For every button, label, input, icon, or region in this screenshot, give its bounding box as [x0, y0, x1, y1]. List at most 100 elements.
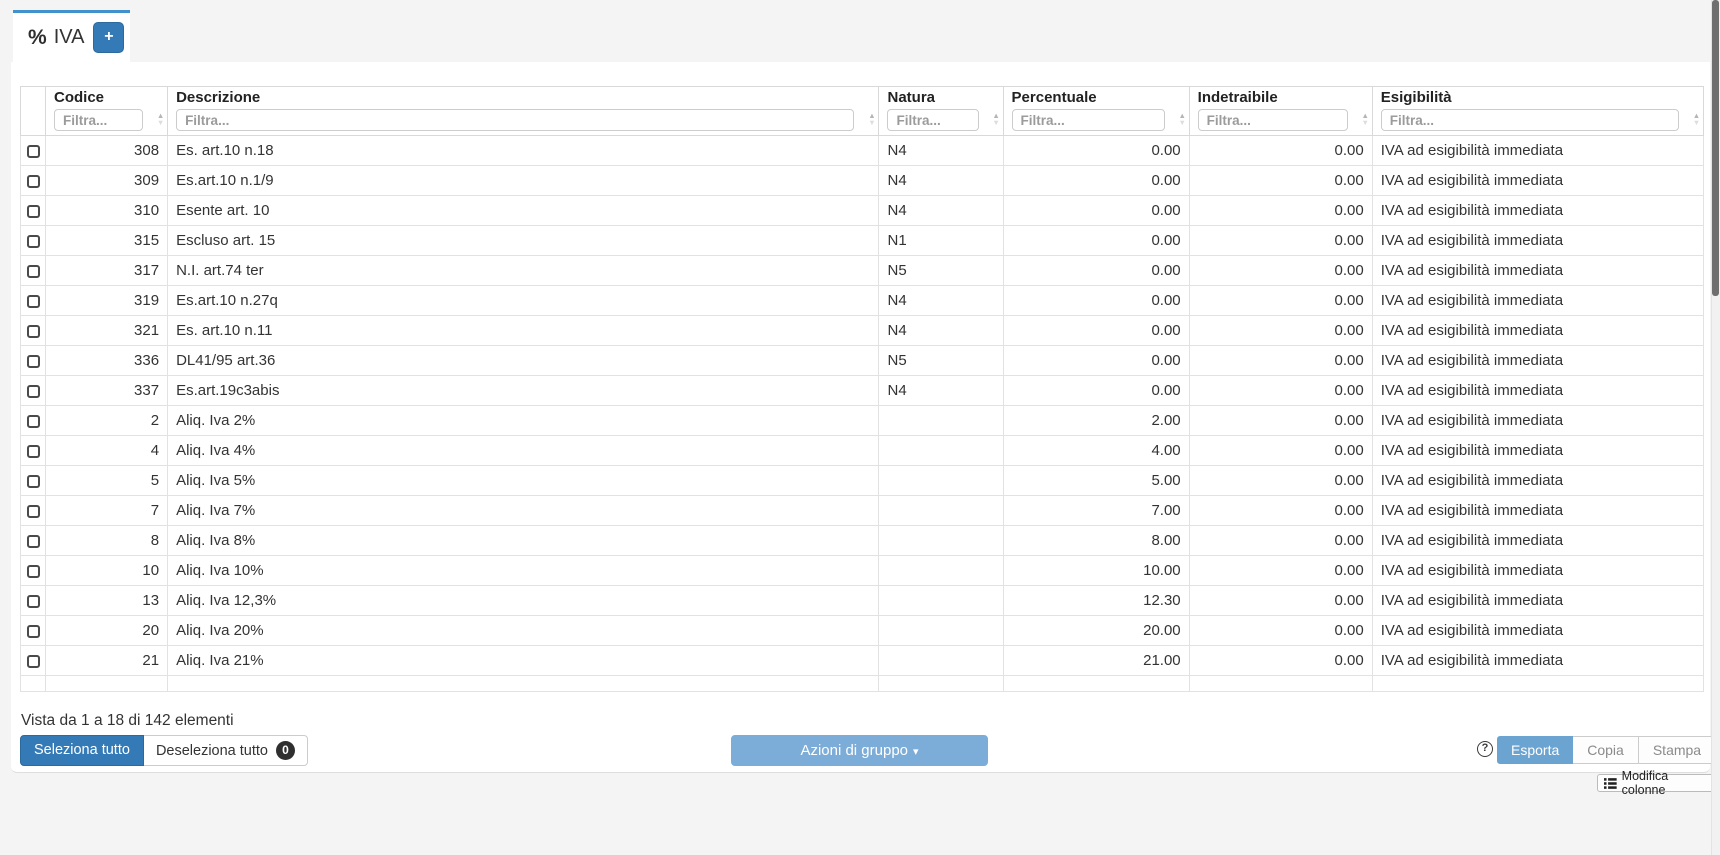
table-row[interactable]: 315 Escluso art. 15 N1 0.00 0.00 IVA ad esigi…	[20, 225, 1705, 256]
row-checkbox[interactable]	[26, 324, 40, 338]
scrollbar-thumb[interactable]	[1712, 0, 1719, 296]
row-checkbox[interactable]	[26, 594, 40, 608]
row-checkbox[interactable]	[26, 294, 40, 308]
sort-desc-icon[interactable]: ▼	[1692, 118, 1701, 127]
cell-codice: 10	[44, 555, 169, 586]
copy-button[interactable]: Copia	[1573, 736, 1639, 764]
sort-control-natura[interactable]: ▲ ▼	[991, 111, 1002, 127]
sort-control-codice[interactable]: ▲ ▼	[155, 111, 166, 127]
cell-percentuale: 2.00	[1002, 405, 1190, 436]
table-row[interactable]: 20 Aliq. Iva 20% 20.00 0.00 IVA ad esigibili…	[20, 615, 1705, 646]
cell-natura: N4	[878, 165, 1004, 196]
filter-input-codice[interactable]	[54, 109, 144, 131]
table-row[interactable]: 21 Aliq. Iva 21% 21.00 0.00 IVA ad esigibili…	[20, 645, 1705, 676]
table-row[interactable]: 309 Es.art.10 n.1/9 N4 0.00 0.00 IVA ad esigi…	[20, 165, 1705, 196]
table-row[interactable]: 336 DL41/95 art.36 N5 0.00 0.00 IVA ad esigib…	[20, 345, 1705, 376]
table-row[interactable]: 319 Es.art.10 n.27q N4 0.00 0.00 IVA ad esigi…	[20, 285, 1705, 316]
cell-indetraibile: 0.00	[1188, 225, 1373, 256]
cell-indetraibile: 0.00	[1188, 555, 1373, 586]
filter-input-indetraibile[interactable]	[1197, 109, 1348, 131]
sort-asc-icon[interactable]: ▲	[1692, 111, 1701, 120]
table-row[interactable]: 321 Es. art.10 n.11 N4 0.00 0.00 IVA ad esigi…	[20, 315, 1705, 346]
cell-codice: 8	[44, 525, 169, 556]
column-label-percentuale[interactable]: Percentuale	[1011, 89, 1097, 106]
tab-iva[interactable]: % IVA +	[13, 13, 130, 62]
sort-desc-icon[interactable]: ▼	[156, 118, 165, 127]
filter-input-percentuale[interactable]	[1011, 109, 1165, 131]
row-checkbox[interactable]	[26, 474, 40, 488]
row-checkbox[interactable]	[26, 354, 40, 368]
table-row[interactable]: 2 Aliq. Iva 2% 2.00 0.00 IVA ad esigibilità …	[20, 405, 1705, 436]
cell-percentuale: 5.00	[1002, 465, 1190, 496]
modify-columns-button[interactable]: Modifica colonne	[1597, 769, 1720, 797]
sort-control-esigibilita[interactable]: ▲ ▼	[1691, 111, 1702, 127]
column-header-descrizione[interactable]: Descrizione ▲▼	[167, 86, 880, 136]
sort-asc-icon[interactable]: ▲	[1178, 111, 1186, 120]
sort-desc-icon[interactable]: ▼	[992, 118, 1000, 127]
column-label-esigibilita[interactable]: Esigibilità	[1380, 89, 1452, 106]
row-checkbox[interactable]	[26, 504, 40, 518]
sort-asc-icon[interactable]: ▲	[992, 111, 1000, 120]
cell-codice: 13	[44, 585, 169, 616]
row-checkbox[interactable]	[26, 414, 40, 428]
table-row[interactable]: 5 Aliq. Iva 5% 5.00 0.00 IVA ad esigibilità …	[20, 465, 1705, 496]
print-button[interactable]: Stampa	[1638, 736, 1717, 764]
column-header-esigibilita[interactable]: Esigibilità ▲▼	[1371, 86, 1705, 136]
filter-input-esigibilita[interactable]	[1380, 109, 1679, 131]
sort-asc-icon[interactable]: ▲	[868, 111, 876, 120]
row-checkbox[interactable]	[26, 174, 40, 188]
add-iva-button[interactable]: +	[93, 22, 125, 53]
row-checkbox[interactable]	[26, 444, 40, 458]
empty-row	[20, 675, 1705, 692]
table-row[interactable]: 4 Aliq. Iva 4% 4.00 0.00 IVA ad esigibilità …	[20, 435, 1705, 466]
sort-desc-icon[interactable]: ▼	[868, 118, 876, 127]
sort-control-indetraibile[interactable]: ▲ ▼	[1360, 111, 1371, 127]
filter-input-descrizione[interactable]	[176, 109, 855, 131]
row-checkbox[interactable]	[26, 204, 40, 218]
row-checkbox-cell	[20, 375, 46, 406]
deselect-all-button[interactable]: Deseleziona tutto 0	[143, 735, 308, 766]
row-checkbox[interactable]	[26, 234, 40, 248]
scrollbar-track[interactable]	[1711, 0, 1720, 855]
table-row[interactable]: 310 Esente art. 10 N4 0.00 0.00 IVA ad esigib…	[20, 195, 1705, 226]
column-header-codice[interactable]: Codice ▲▼	[44, 86, 169, 136]
row-checkbox[interactable]	[26, 264, 40, 278]
sort-desc-icon[interactable]: ▼	[1361, 118, 1369, 127]
empty-cell	[167, 675, 880, 692]
select-all-button[interactable]: Seleziona tutto	[20, 735, 144, 766]
sort-control-descrizione[interactable]: ▲ ▼	[866, 111, 877, 127]
cell-indetraibile: 0.00	[1188, 585, 1373, 616]
sort-asc-icon[interactable]: ▲	[1361, 111, 1369, 120]
column-label-descrizione[interactable]: Descrizione	[176, 89, 261, 106]
cell-descrizione: Aliq. Iva 4%	[167, 435, 880, 466]
table-row[interactable]: 10 Aliq. Iva 10% 10.00 0.00 IVA ad esigibili…	[20, 555, 1705, 586]
table-row[interactable]: 13 Aliq. Iva 12,3% 12.30 0.00 IVA ad esigibi…	[20, 585, 1705, 616]
row-checkbox-cell	[20, 555, 46, 586]
cell-indetraibile: 0.00	[1188, 165, 1373, 196]
export-button[interactable]: Esporta	[1497, 736, 1574, 764]
table-row[interactable]: 7 Aliq. Iva 7% 7.00 0.00 IVA ad esigibilità …	[20, 495, 1705, 526]
row-checkbox[interactable]	[26, 654, 40, 668]
help-icon[interactable]: ?	[1477, 741, 1493, 757]
column-label-indetraibile[interactable]: Indetraibile	[1197, 89, 1278, 106]
column-header-indetraibile[interactable]: Indetraibile ▲▼	[1188, 86, 1373, 136]
row-checkbox[interactable]	[26, 624, 40, 638]
row-checkbox[interactable]	[26, 564, 40, 578]
table-row[interactable]: 8 Aliq. Iva 8% 8.00 0.00 IVA ad esigibilità …	[20, 525, 1705, 556]
group-actions-button[interactable]: Azioni di gruppo ▾	[731, 735, 988, 766]
row-checkbox[interactable]	[26, 384, 40, 398]
column-label-codice[interactable]: Codice	[54, 89, 105, 106]
cell-codice: 21	[44, 645, 169, 676]
sort-control-percentuale[interactable]: ▲ ▼	[1177, 111, 1188, 127]
row-checkbox[interactable]	[26, 144, 40, 158]
column-header-percentuale[interactable]: Percentuale ▲▼	[1002, 86, 1190, 136]
filter-input-natura[interactable]	[887, 109, 979, 131]
sort-asc-icon[interactable]: ▲	[156, 111, 165, 120]
column-header-natura[interactable]: Natura ▲▼	[878, 86, 1004, 136]
table-row[interactable]: 308 Es. art.10 n.18 N4 0.00 0.00 IVA ad esigi…	[20, 135, 1705, 166]
table-row[interactable]: 337 Es.art.19c3abis N4 0.00 0.00 IVA ad esigi…	[20, 375, 1705, 406]
sort-desc-icon[interactable]: ▼	[1178, 118, 1186, 127]
row-checkbox[interactable]	[26, 534, 40, 548]
column-label-natura[interactable]: Natura	[887, 89, 935, 106]
table-row[interactable]: 317 N.I. art.74 ter N5 0.00 0.00 IVA ad esigi…	[20, 255, 1705, 286]
